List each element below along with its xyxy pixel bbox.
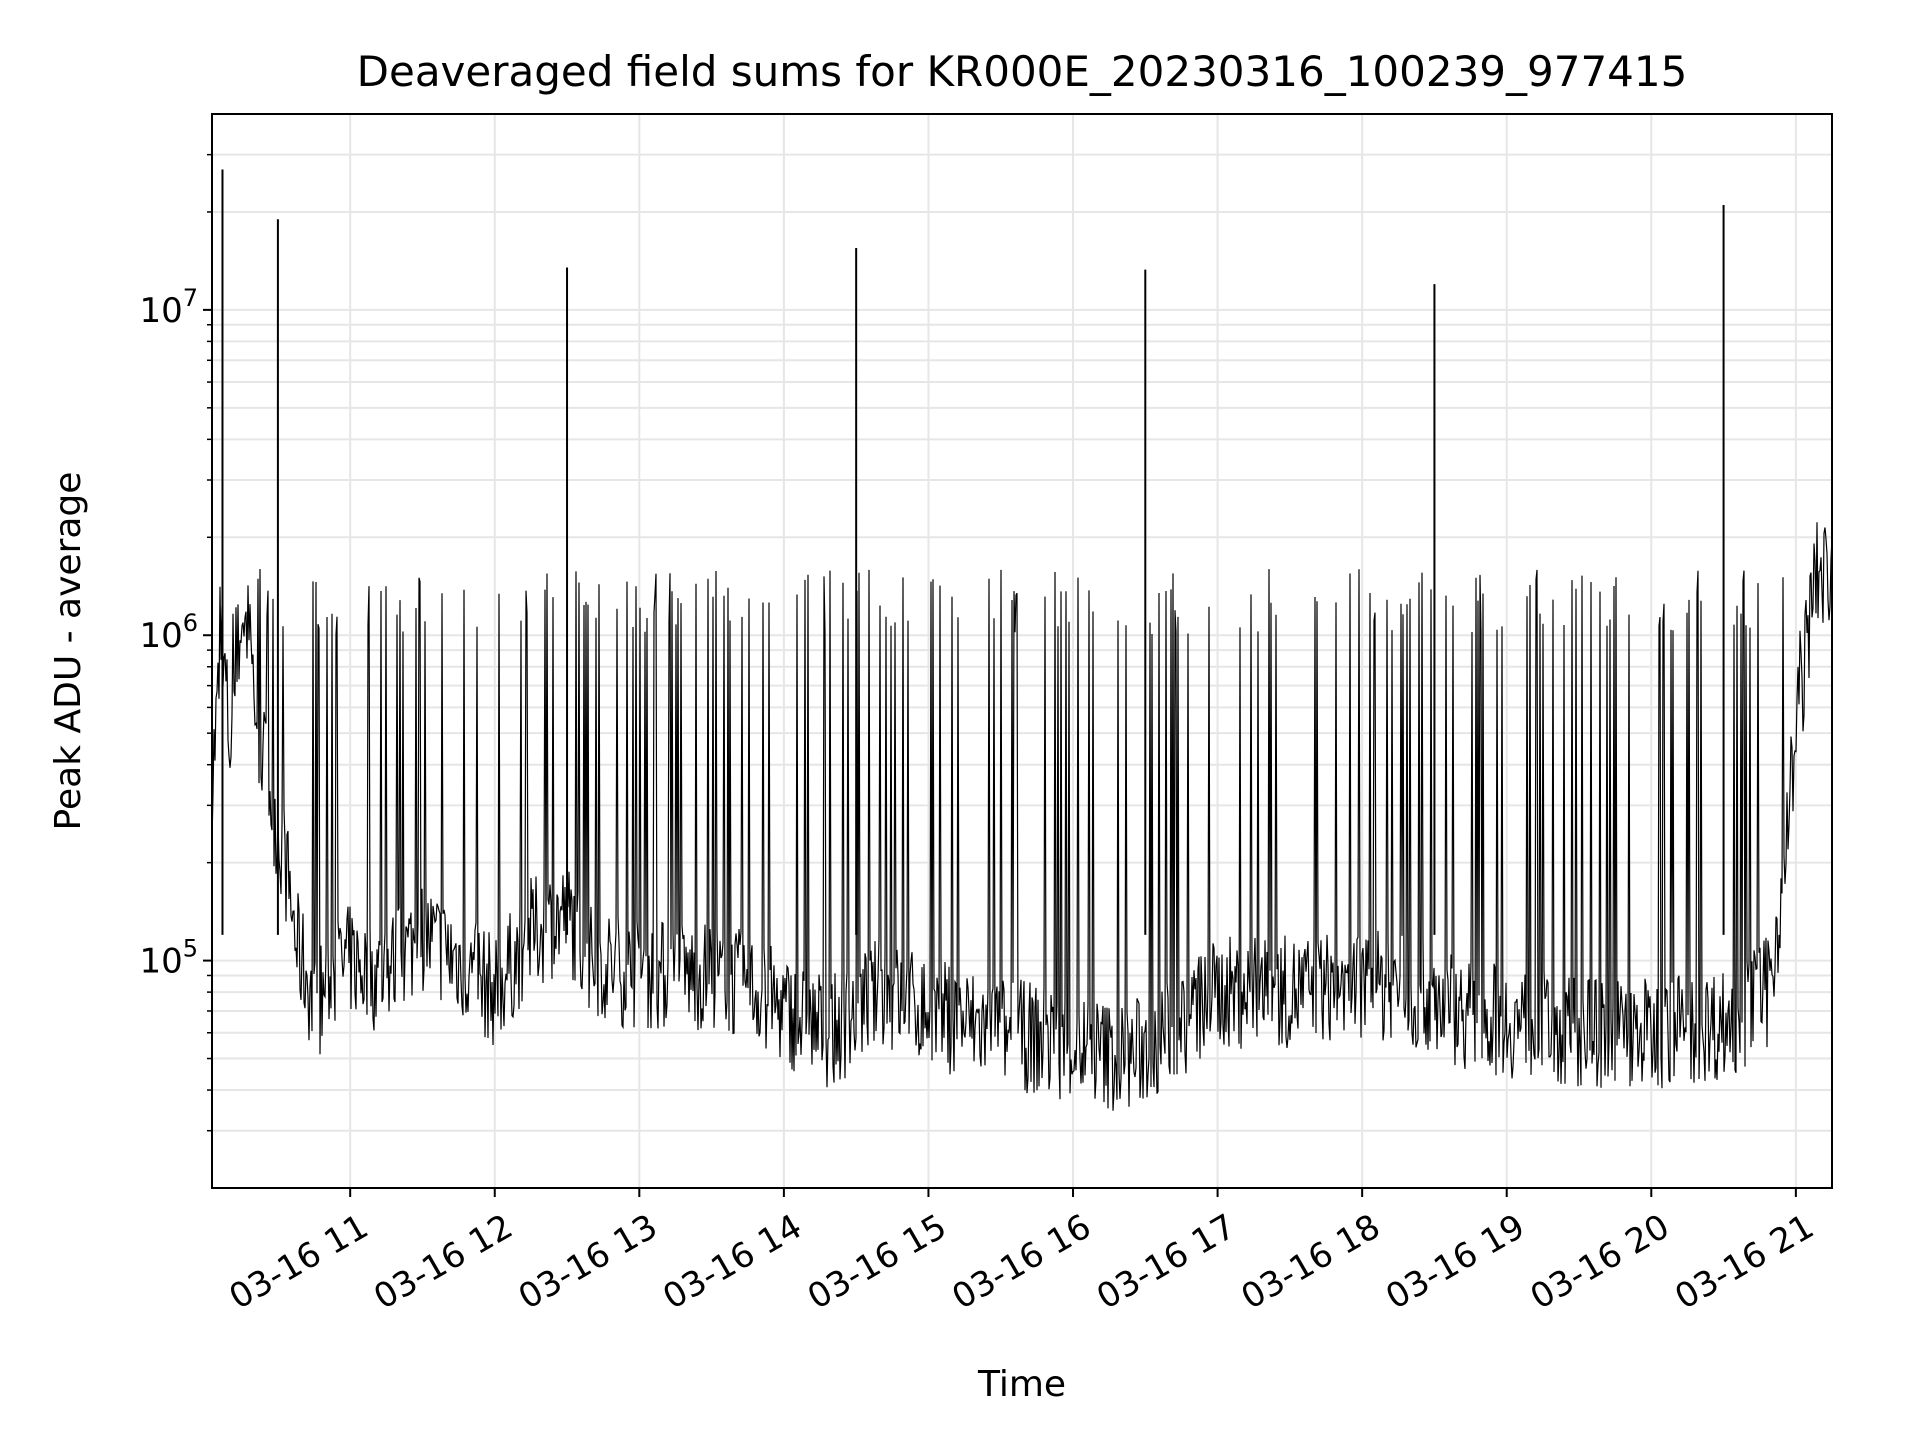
y-tick-label: 107 (139, 284, 198, 331)
plot-frame (211, 113, 1833, 1189)
chart-title: Deaveraged field sums for KR000E_2023031… (357, 47, 1688, 96)
y-tick-label: 106 (139, 609, 198, 656)
series-line (211, 522, 1833, 1111)
y-tick-label: 105 (139, 935, 198, 982)
y-axis-label: Peak ADU - average (48, 472, 89, 831)
series-group (211, 169, 1833, 1111)
y-ticks: 105 106 107 (139, 153, 212, 1132)
x-axis-label: Time (977, 1364, 1066, 1405)
